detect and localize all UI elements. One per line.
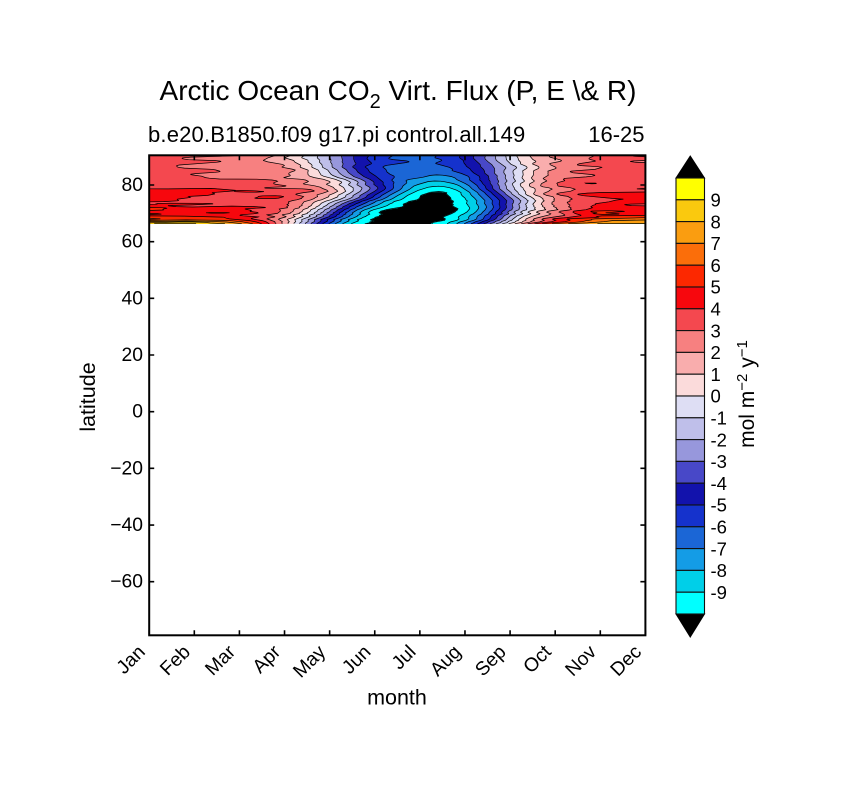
- svg-text:−40: −40: [110, 515, 143, 536]
- svg-text:3: 3: [711, 320, 721, 341]
- svg-text:80: 80: [122, 175, 143, 196]
- svg-text:40: 40: [122, 288, 143, 309]
- svg-text:2: 2: [711, 342, 721, 363]
- svg-text:8: 8: [711, 211, 721, 232]
- svg-text:-6: -6: [711, 517, 727, 538]
- svg-text:0: 0: [711, 386, 721, 407]
- svg-text:-3: -3: [711, 451, 727, 472]
- svg-text:5: 5: [711, 277, 721, 298]
- svg-text:4: 4: [711, 299, 721, 320]
- svg-text:20: 20: [122, 345, 143, 366]
- svg-text:-8: -8: [711, 560, 727, 581]
- svg-text:-1: -1: [711, 408, 727, 429]
- svg-text:-5: -5: [711, 495, 727, 516]
- svg-text:9: 9: [711, 190, 721, 211]
- svg-text:16-25: 16-25: [588, 122, 644, 147]
- svg-text:-4: -4: [711, 473, 727, 494]
- svg-text:mol m−2 y−1: mol m−2 y−1: [734, 340, 759, 448]
- svg-text:-9: -9: [711, 582, 727, 603]
- svg-text:−60: −60: [110, 572, 143, 593]
- svg-text:-2: -2: [711, 429, 727, 450]
- svg-text:60: 60: [122, 232, 143, 253]
- svg-text:0: 0: [132, 402, 143, 423]
- svg-text:−20: −20: [110, 458, 143, 479]
- svg-text:month: month: [367, 686, 427, 710]
- svg-text:latitude: latitude: [76, 362, 100, 431]
- svg-text:b.e20.B1850.f09 g17.pi control: b.e20.B1850.f09 g17.pi control.all.149: [148, 122, 525, 147]
- svg-text:6: 6: [711, 255, 721, 276]
- svg-text:7: 7: [711, 233, 721, 254]
- svg-text:1: 1: [711, 364, 721, 385]
- svg-text:-7: -7: [711, 538, 727, 559]
